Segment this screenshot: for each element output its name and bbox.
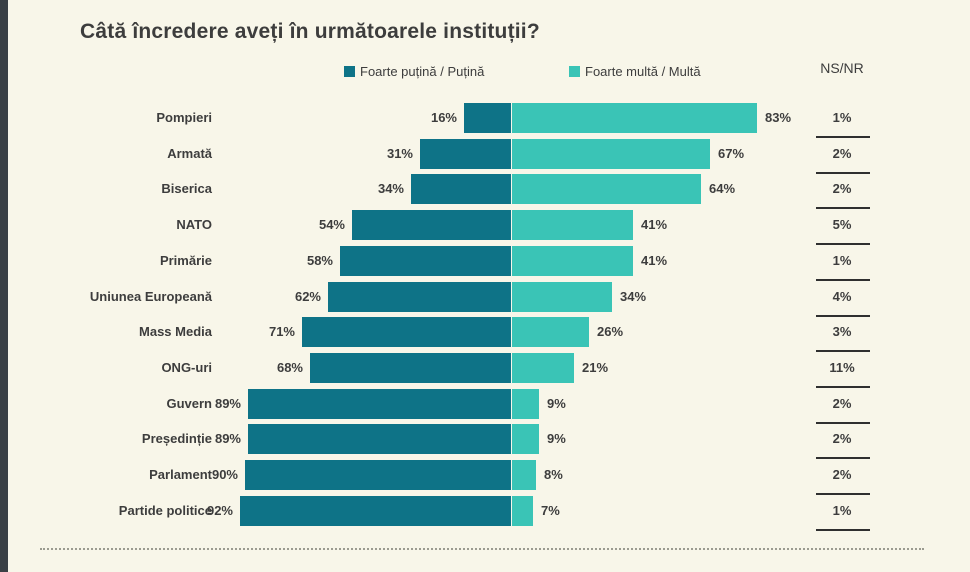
bar-negative	[411, 174, 511, 205]
positive-value-label: 26%	[597, 324, 624, 340]
nsnr-value: 11%	[829, 359, 855, 375]
nsnr-underline	[816, 207, 870, 210]
category-label: Guvern	[166, 395, 212, 411]
chart-title: Câtă încredere aveți în următoarele inst…	[80, 20, 540, 43]
negative-value-label: 31%	[386, 145, 413, 161]
nsnr-value: 1%	[832, 110, 852, 125]
bar-negative	[352, 210, 511, 241]
nsnr-underline	[816, 171, 870, 174]
positive-value-label: 83%	[765, 110, 792, 125]
bar-positive	[512, 138, 710, 169]
nsnr-underline	[816, 385, 870, 388]
nsnr-value: 2%	[832, 467, 852, 482]
legend-swatch-negative-icon	[344, 66, 355, 77]
nsnr-underline	[816, 528, 870, 531]
bar-negative	[248, 424, 511, 455]
nsnr-column-header: NS/NR	[820, 60, 864, 76]
nsnr-underline	[816, 243, 870, 246]
positive-value-label: 7%	[541, 502, 560, 518]
nsnr-value: 1%	[832, 502, 852, 518]
negative-value-label: 89%	[214, 431, 241, 447]
nsnr-value: 2%	[832, 181, 852, 197]
bar-negative	[420, 138, 511, 169]
category-label: Parlament	[149, 467, 212, 482]
bar-negative	[310, 352, 511, 383]
bar-negative	[245, 460, 511, 490]
legend-swatch-positive-icon	[569, 66, 580, 77]
category-label: ONG-uri	[161, 359, 212, 375]
nsnr-value: 2%	[832, 145, 852, 161]
positive-value-label: 9%	[547, 431, 566, 447]
bar-positive	[512, 210, 633, 241]
negative-value-label: 92%	[206, 502, 233, 518]
positive-value-label: 67%	[718, 145, 745, 161]
nsnr-value: 2%	[832, 431, 852, 447]
bar-positive	[512, 281, 612, 312]
positive-value-label: 9%	[547, 395, 566, 411]
category-label: Primărie	[159, 252, 212, 268]
negative-value-label: 58%	[306, 252, 333, 268]
positive-value-label: 8%	[544, 467, 563, 482]
nsnr-underline	[816, 493, 870, 495]
nsnr-value: 1%	[832, 252, 852, 268]
legend-item-negative: Foarte puțină / Puțină	[344, 64, 484, 80]
nsnr-underline	[816, 457, 870, 460]
category-label: Uniunea Europeană	[89, 288, 212, 304]
nsnr-underline	[816, 136, 870, 138]
negative-value-label: 54%	[318, 217, 345, 233]
bar-negative	[464, 103, 511, 133]
positive-value-label: 41%	[641, 252, 668, 268]
nsnr-value: 2%	[832, 395, 852, 411]
bar-positive	[512, 460, 536, 490]
nsnr-underline	[816, 278, 870, 281]
category-label: NATO	[176, 217, 212, 233]
bar-positive	[512, 352, 574, 383]
negative-value-label: 16%	[430, 110, 457, 125]
negative-value-label: 62%	[294, 288, 321, 304]
negative-value-label: 89%	[214, 395, 241, 411]
nsnr-underline	[816, 350, 870, 353]
nsnr-value: 5%	[832, 217, 852, 233]
legend-item-positive: Foarte multă / Multă	[569, 64, 701, 80]
bar-positive	[512, 495, 533, 526]
bottom-dotted-separator	[40, 548, 924, 550]
category-label: Pompieri	[156, 110, 212, 125]
bar-positive	[512, 103, 757, 133]
positive-value-label: 41%	[641, 217, 668, 233]
category-label: Armată	[167, 145, 212, 161]
category-label: Biserica	[161, 181, 212, 197]
bar-positive	[512, 245, 633, 276]
bar-positive	[512, 174, 701, 205]
negative-value-label: 34%	[377, 181, 404, 197]
positive-value-label: 21%	[582, 359, 609, 375]
positive-value-label: 64%	[709, 181, 736, 197]
nsnr-value: 4%	[832, 288, 852, 304]
left-edge-strip	[0, 0, 8, 572]
negative-value-label: 90%	[211, 467, 238, 482]
bar-positive	[512, 424, 539, 455]
bar-negative	[240, 495, 511, 526]
bar-negative	[328, 281, 511, 312]
bar-positive	[512, 388, 539, 419]
nsnr-value: 3%	[832, 324, 852, 340]
negative-value-label: 68%	[276, 359, 303, 375]
category-label: Partide politice	[118, 502, 212, 518]
bar-positive	[512, 317, 589, 348]
bar-negative	[340, 245, 511, 276]
positive-value-label: 34%	[620, 288, 647, 304]
bar-negative	[248, 388, 511, 419]
legend-label-positive: Foarte multă / Multă	[585, 64, 701, 79]
bar-negative	[302, 317, 511, 348]
category-label: Mass Media	[139, 324, 212, 340]
nsnr-underline	[816, 421, 870, 424]
category-label: Președinție	[141, 431, 212, 447]
legend-label-negative: Foarte puțină / Puțină	[360, 64, 485, 79]
nsnr-underline	[816, 314, 870, 317]
negative-value-label: 71%	[268, 324, 295, 340]
